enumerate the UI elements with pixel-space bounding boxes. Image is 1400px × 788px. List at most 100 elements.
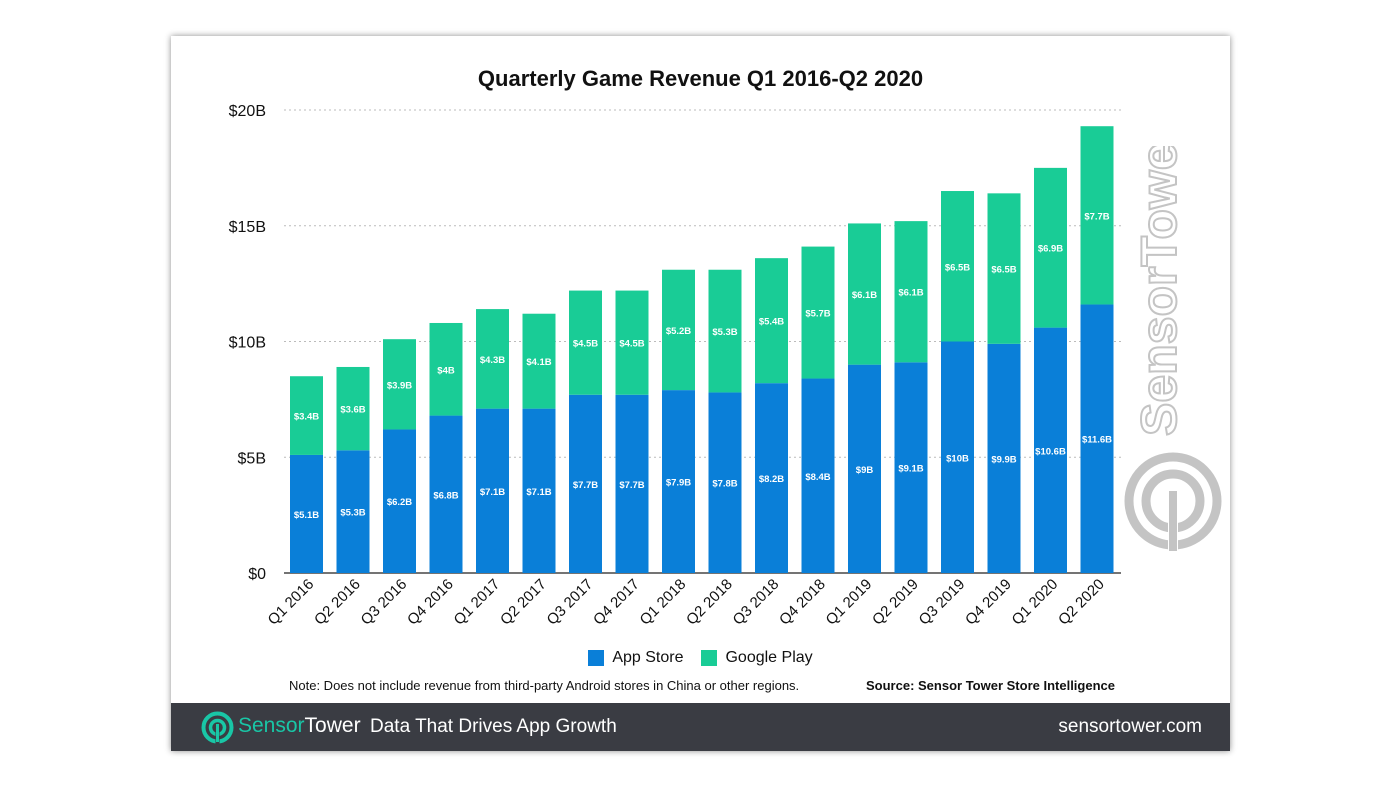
bar-app-store [476, 408, 509, 573]
source-note: Source: Sensor Tower Store Intelligence [866, 678, 1115, 693]
legend-label-google-play: Google Play [725, 649, 813, 666]
x-tick-label: Q2 2017 [497, 576, 550, 629]
bar-google-play [987, 193, 1021, 344]
bar-value-label: $5.4B [759, 317, 784, 328]
brand-part-tower: Tower [304, 714, 361, 737]
legend-item-google-play: Google Play [701, 649, 813, 667]
bar-value-label: $11.6B [1082, 435, 1112, 446]
bar-value-label: $7.8B [712, 479, 737, 490]
bar-google-play [383, 339, 416, 430]
x-tick-label: Q4 2019 [962, 576, 1015, 629]
x-tick-label: Q3 2017 [544, 576, 597, 629]
bar-value-label: $10B [946, 453, 969, 464]
bar-value-label: $6.1B [852, 290, 877, 301]
footer-tagline: Data That Drives App Growth [370, 716, 617, 737]
x-tick-label: Q1 2019 [823, 576, 876, 629]
bar-app-store [662, 390, 695, 573]
bar-app-store [1080, 304, 1114, 573]
brand-part-sensor: Sensor [238, 714, 305, 737]
bar-app-store [336, 450, 370, 573]
bar-value-label: $4.3B [480, 355, 505, 366]
bar-app-store [941, 341, 974, 573]
bar-value-label: $7.1B [526, 487, 551, 498]
y-tick-label: $15B [229, 219, 266, 236]
bar-google-play [290, 376, 323, 455]
bar-value-label: $7.7B [573, 480, 598, 491]
bar-google-play [476, 309, 509, 409]
x-tick-label: Q3 2019 [916, 576, 969, 629]
bar-google-play [336, 366, 370, 451]
chart-title: Quarterly Game Revenue Q1 2016-Q2 2020 [477, 66, 924, 91]
bar-google-play [1080, 126, 1114, 305]
bar-value-label: $6.2B [387, 497, 412, 508]
bar-value-label: $7.7B [1084, 211, 1109, 222]
x-tick-label: Q4 2016 [404, 576, 457, 629]
x-tick-label: Q2 2019 [869, 576, 922, 629]
footer-brand[interactable]: SensorTower [238, 714, 361, 738]
x-tick-label: Q4 2017 [590, 576, 643, 629]
bar-app-store [569, 394, 602, 573]
bar-app-store [522, 408, 556, 573]
bar-value-label: $5.7B [805, 309, 830, 320]
bar-google-play [801, 246, 835, 379]
sensortower-watermark-logo: SensorTower [1121, 122, 1230, 566]
x-tick-label: Q2 2016 [311, 576, 364, 629]
bar-value-label: $6.8B [433, 490, 458, 501]
bar-value-label: $7.9B [666, 478, 691, 489]
legend-item-app-store: App Store [588, 649, 683, 667]
x-tick-label: Q3 2016 [358, 576, 411, 629]
bar-value-label: $4.5B [619, 339, 644, 350]
bar-value-label: $3.4B [294, 412, 319, 423]
bar-google-play [569, 290, 602, 395]
legend-swatch-app-store [588, 650, 605, 666]
watermark-text: SensorTower [1131, 146, 1187, 436]
bar-google-play [755, 258, 788, 384]
chart-legend: App Store Google Play [171, 649, 1230, 667]
bar-value-label: $3.9B [387, 380, 412, 391]
bar-value-label: $8.4B [805, 472, 830, 483]
bar-value-label: $5.3B [340, 508, 365, 519]
bar-google-play [894, 221, 928, 363]
bar-app-store [801, 378, 835, 573]
bar-value-label: $5.2B [666, 326, 691, 337]
x-tick-label: Q1 2016 [265, 576, 318, 629]
y-tick-label: $20B [229, 103, 266, 120]
bar-value-label: $7.7B [619, 480, 644, 491]
bar-google-play [1034, 167, 1067, 328]
legend-label-app-store: App Store [612, 649, 684, 666]
x-tick-label: Q1 2020 [1009, 576, 1062, 629]
bar-value-label: $6.5B [991, 265, 1016, 276]
bar-app-store [848, 364, 881, 573]
y-tick-label: $0 [248, 566, 266, 583]
footer-url-link[interactable]: sensortower.com [1058, 716, 1202, 737]
bar-app-store [290, 454, 323, 573]
footnote: Note: Does not include revenue from thir… [289, 678, 800, 693]
x-tick-label: Q2 2018 [683, 576, 736, 629]
chart-card: Quarterly Game Revenue Q1 2016-Q2 2020 $… [171, 36, 1230, 751]
bar-app-store [615, 394, 649, 573]
bar-chart: $0 $5B $10B $15B $20B $5.1B $3.4B Q1 2016 $5.3B $… [229, 103, 1121, 629]
x-tick-label: Q2 2020 [1055, 576, 1108, 629]
bar-value-label: $5.1B [294, 510, 319, 521]
x-tick-label: Q4 2018 [776, 576, 829, 629]
bar-value-label: $10.6B [1035, 446, 1066, 457]
bar-value-label: $9B [856, 465, 874, 476]
bar-app-store [708, 392, 742, 573]
bar-app-store [1034, 327, 1067, 573]
bar-google-play [522, 313, 556, 409]
bar-app-store [987, 343, 1021, 573]
sensortower-logo-icon [201, 711, 234, 744]
bar-google-play [615, 290, 649, 395]
bar-google-play [662, 269, 695, 391]
legend-swatch-google-play [701, 650, 718, 666]
footer-bar: SensorTower Data That Drives App Growth … [171, 703, 1230, 751]
bar-value-label: $4B [437, 365, 455, 376]
bar-value-label: $7.1B [480, 487, 505, 498]
bar-app-store [894, 362, 928, 573]
bar-value-label: $4.1B [526, 357, 551, 368]
bar-app-store [429, 415, 463, 573]
bar-google-play [429, 322, 463, 416]
bar-app-store [383, 429, 416, 573]
bar-value-label: $6.9B [1038, 244, 1063, 255]
bar-value-label: $3.6B [340, 405, 365, 416]
